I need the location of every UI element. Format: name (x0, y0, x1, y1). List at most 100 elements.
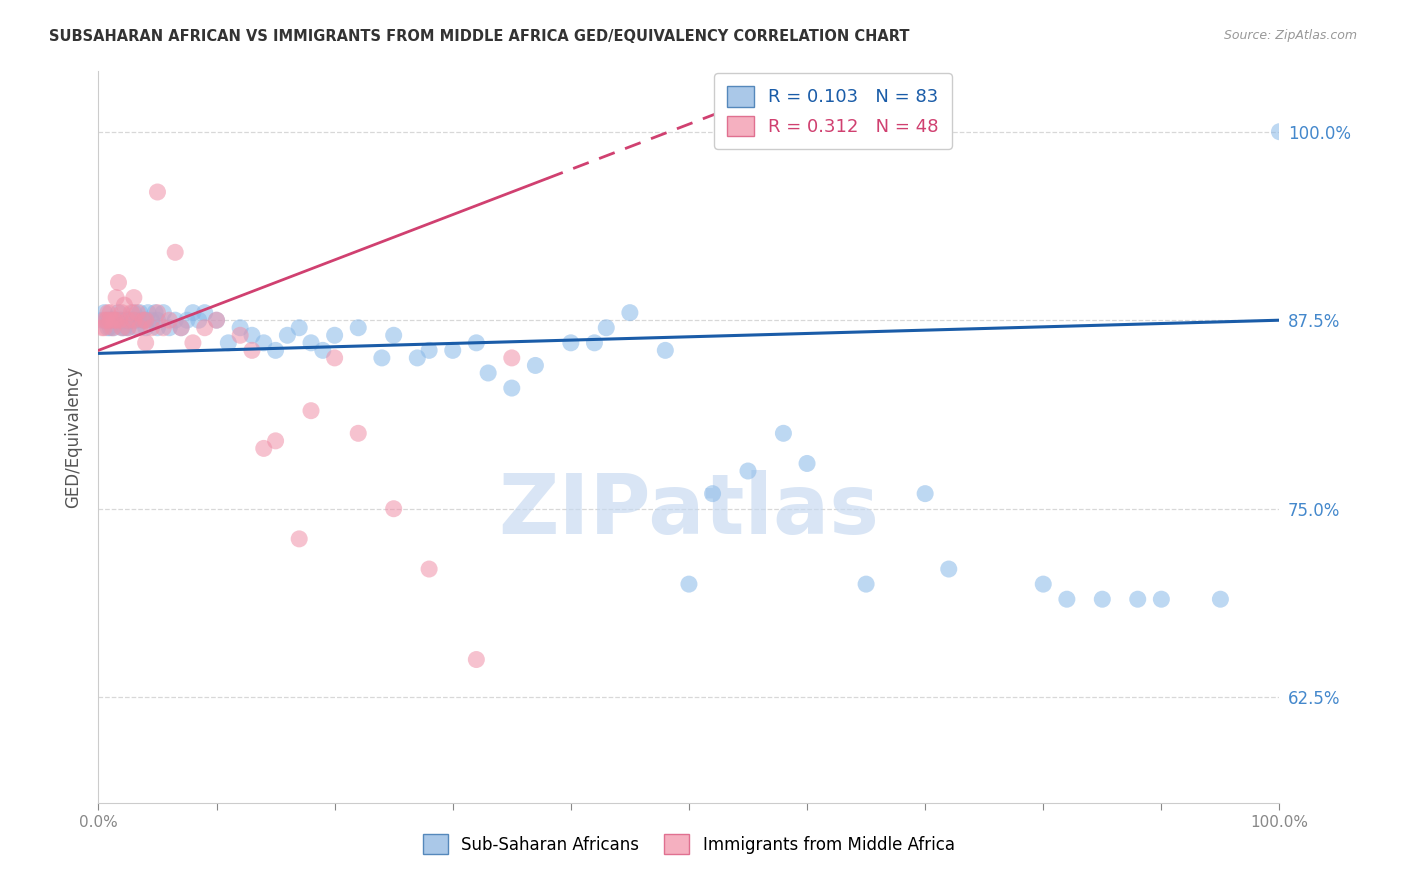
Point (477, 366, 499, 380)
Point (323, 351, 346, 365)
Point (240, 328, 263, 343)
Point (120, 313, 142, 327)
Point (112, 298, 135, 312)
Point (181, 306, 204, 320)
Point (347, 320, 370, 334)
Point (121, 306, 143, 320)
Point (501, 381, 523, 395)
Point (299, 403, 322, 417)
Point (299, 335, 322, 350)
Point (96, 313, 118, 327)
Point (253, 442, 276, 456)
Point (111, 320, 134, 334)
Point (146, 320, 169, 334)
Point (93, 320, 115, 334)
Point (112, 320, 135, 334)
Point (105, 313, 128, 327)
Point (418, 562, 440, 576)
Point (117, 320, 139, 334)
Point (108, 313, 131, 327)
Point (176, 313, 198, 327)
Point (914, 486, 936, 500)
Point (93, 313, 115, 327)
Point (702, 486, 724, 500)
Point (122, 291, 145, 305)
Point (146, 306, 169, 320)
Text: ZIPatlas: ZIPatlas (499, 470, 879, 550)
Point (654, 343, 676, 358)
Point (938, 562, 960, 576)
Point (187, 313, 209, 327)
Point (217, 335, 239, 350)
Point (157, 313, 180, 327)
Point (105, 313, 128, 327)
Point (205, 313, 228, 327)
Point (117, 313, 139, 327)
Point (135, 320, 157, 334)
Point (103, 320, 125, 334)
Point (128, 306, 150, 320)
Point (465, 652, 488, 666)
Point (240, 343, 263, 358)
Point (98, 313, 121, 327)
Point (165, 245, 187, 260)
Point (205, 313, 228, 327)
Point (1126, 592, 1149, 607)
Point (772, 426, 794, 441)
Point (1091, 592, 1114, 607)
Point (103, 313, 125, 327)
Point (855, 577, 877, 591)
Point (98, 313, 121, 327)
Point (105, 313, 128, 327)
Point (101, 320, 124, 334)
Point (1268, 125, 1291, 139)
Point (108, 313, 131, 327)
Point (114, 313, 136, 327)
Legend: Sub-Saharan Africans, Immigrants from Middle Africa: Sub-Saharan Africans, Immigrants from Mi… (416, 828, 962, 860)
Point (253, 335, 276, 350)
Text: Source: ZipAtlas.com: Source: ZipAtlas.com (1223, 29, 1357, 42)
Point (146, 185, 169, 199)
Text: SUBSAHARAN AFRICAN VS IMMIGRANTS FROM MIDDLE AFRICA GED/EQUIVALENCY CORRELATION : SUBSAHARAN AFRICAN VS IMMIGRANTS FROM MI… (49, 29, 910, 44)
Point (157, 320, 180, 334)
Point (111, 320, 134, 334)
Point (382, 328, 405, 343)
Point (135, 313, 157, 327)
Point (1056, 592, 1078, 607)
Point (98, 320, 121, 334)
Point (146, 313, 169, 327)
Point (1150, 592, 1173, 607)
Point (117, 320, 139, 334)
Point (406, 351, 429, 365)
Point (737, 464, 759, 478)
Point (323, 328, 346, 343)
Point (97, 320, 120, 334)
Point (1032, 577, 1054, 591)
Point (288, 532, 311, 546)
Point (132, 313, 155, 327)
Point (132, 313, 155, 327)
Y-axis label: GED/Equivalency: GED/Equivalency (63, 366, 82, 508)
Point (111, 306, 134, 320)
Point (524, 359, 547, 373)
Point (1209, 592, 1232, 607)
Point (127, 313, 149, 327)
Point (135, 313, 157, 327)
Point (121, 313, 143, 327)
Point (276, 328, 298, 343)
Point (501, 351, 523, 365)
Point (105, 291, 128, 305)
Point (288, 320, 311, 334)
Point (264, 434, 287, 448)
Point (181, 335, 204, 350)
Point (796, 457, 818, 471)
Point (441, 343, 464, 358)
Point (125, 320, 148, 334)
Point (141, 313, 163, 327)
Point (418, 343, 440, 358)
Point (122, 313, 145, 327)
Point (141, 320, 163, 334)
Point (98, 313, 121, 327)
Point (619, 306, 641, 320)
Point (371, 351, 394, 365)
